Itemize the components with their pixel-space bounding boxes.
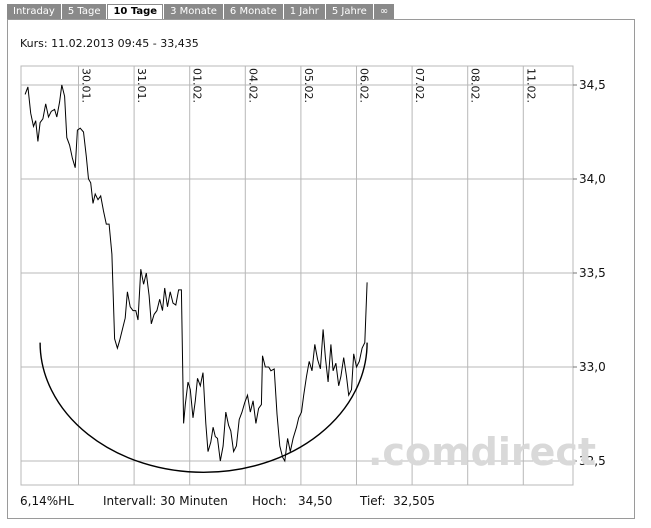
high-label: Hoch: bbox=[252, 494, 287, 508]
high-low-range: 6,14%HL bbox=[20, 494, 74, 508]
x-tick-label: 01.02. bbox=[191, 68, 204, 103]
price-readout: Kurs: 11.02.2013 09:45 - 33,435 bbox=[20, 37, 199, 50]
x-tick-label: 05.02. bbox=[302, 68, 315, 103]
interval-label: Intervall: 30 Minuten bbox=[103, 494, 228, 508]
x-tick-label: 07.02. bbox=[413, 68, 426, 103]
price-line bbox=[24, 84, 368, 463]
y-tick-label: 33,0 bbox=[579, 360, 606, 374]
rounding-bottom-arc bbox=[39, 342, 368, 473]
tab-max[interactable]: ∞ bbox=[373, 4, 395, 20]
y-tick-label: 34,0 bbox=[579, 172, 606, 186]
x-tick-label: 04.02. bbox=[246, 68, 259, 103]
x-tick-label: 11.02. bbox=[524, 68, 537, 103]
x-tick-label: 08.02. bbox=[469, 68, 482, 103]
y-tick-label: 33,5 bbox=[579, 266, 606, 280]
chart-frame bbox=[7, 19, 635, 519]
x-tick-label: 06.02. bbox=[358, 68, 371, 103]
plot-area bbox=[20, 65, 574, 486]
y-tick-label: 34,5 bbox=[579, 78, 606, 92]
tab-5-tage[interactable]: 5 Tage bbox=[61, 4, 107, 20]
low-value: 32,505 bbox=[393, 494, 435, 508]
x-tick-label: 30.01. bbox=[80, 68, 93, 103]
x-tick-label: 31.01. bbox=[135, 68, 148, 103]
comdirect-watermark: .comdirect bbox=[368, 430, 596, 474]
y-tick-label: 32,5 bbox=[579, 454, 606, 468]
low-label: Tief: bbox=[360, 494, 386, 508]
high-value: 34,50 bbox=[298, 494, 333, 508]
